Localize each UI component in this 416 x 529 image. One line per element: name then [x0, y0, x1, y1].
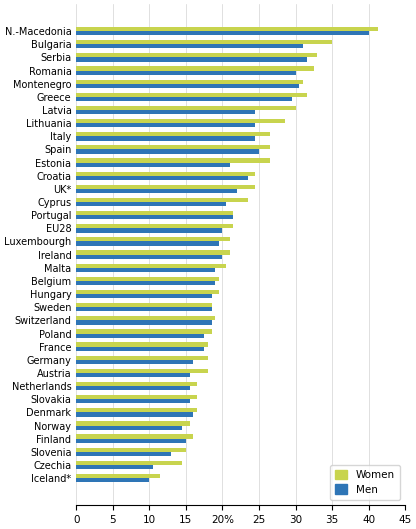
Bar [76, 452, 171, 456]
Bar [76, 330, 211, 333]
Bar [76, 434, 193, 439]
Bar [76, 333, 204, 338]
Bar [76, 242, 219, 245]
Bar [76, 373, 190, 377]
Bar [76, 303, 211, 307]
Bar [76, 263, 226, 268]
Bar [76, 106, 295, 110]
Bar [76, 277, 219, 281]
Bar [76, 448, 186, 452]
Bar [76, 399, 190, 404]
Bar [76, 224, 233, 229]
Bar [76, 123, 255, 127]
Bar [76, 250, 230, 254]
Bar [76, 97, 292, 101]
Bar [76, 307, 211, 312]
Bar [76, 132, 270, 136]
Bar [76, 478, 149, 482]
Bar [76, 238, 230, 242]
Bar [76, 290, 219, 294]
Bar [76, 355, 208, 360]
Bar [76, 70, 295, 75]
Bar [76, 58, 307, 62]
Bar [76, 439, 186, 443]
Bar [76, 27, 378, 31]
Bar [76, 202, 226, 206]
Bar [76, 465, 153, 469]
Bar [76, 421, 190, 425]
Bar [76, 474, 160, 478]
Bar [76, 79, 303, 84]
Bar [76, 40, 332, 44]
Bar [76, 66, 314, 70]
Bar [76, 189, 237, 193]
Bar [76, 119, 285, 123]
Bar [76, 110, 255, 114]
Bar [76, 408, 197, 413]
Bar [76, 342, 208, 346]
Bar [76, 84, 299, 88]
Bar [76, 321, 211, 325]
Bar [76, 360, 193, 364]
Bar [76, 215, 233, 220]
Bar [76, 425, 182, 430]
Bar [76, 145, 270, 150]
Bar [76, 44, 303, 49]
Bar [76, 176, 248, 180]
Bar [76, 211, 233, 215]
Bar [76, 346, 204, 351]
Bar [76, 31, 369, 35]
Bar [76, 229, 223, 233]
Bar [76, 369, 208, 373]
Bar [76, 162, 230, 167]
Bar [76, 93, 307, 97]
Bar [76, 53, 317, 58]
Bar [76, 281, 215, 285]
Bar [76, 461, 182, 465]
Bar [76, 150, 259, 153]
Legend: Women, Men: Women, Men [329, 465, 400, 500]
Bar [76, 294, 211, 298]
Bar [76, 171, 255, 176]
Bar [76, 395, 197, 399]
Bar [76, 268, 215, 272]
Bar [76, 316, 215, 321]
Bar [76, 185, 255, 189]
Bar [76, 198, 248, 202]
Bar [76, 413, 193, 417]
Bar [76, 158, 270, 162]
Bar [76, 136, 255, 141]
Bar [76, 386, 190, 390]
Bar [76, 382, 197, 386]
Bar [76, 254, 223, 259]
